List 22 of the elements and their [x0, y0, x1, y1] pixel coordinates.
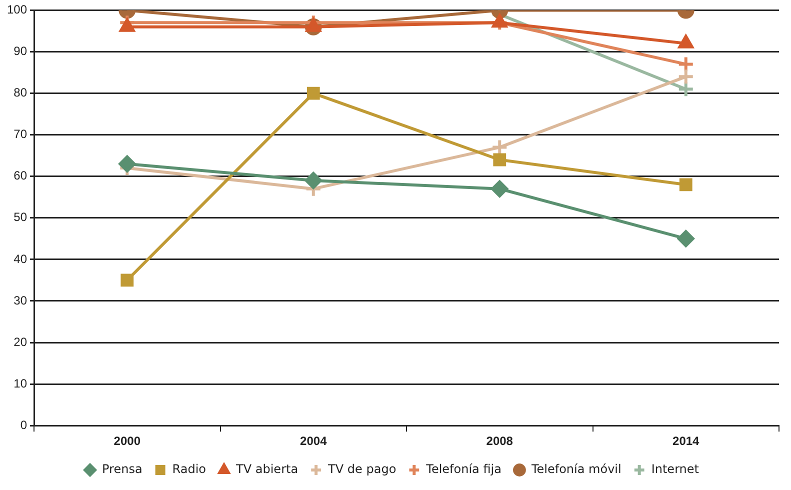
y-tick-label: 0	[20, 418, 28, 432]
x-tick-label: 2000	[114, 434, 141, 448]
legend-label: Telefonía fija	[425, 462, 502, 476]
legend-label: Internet	[651, 462, 700, 476]
x-tick-label: 2008	[486, 434, 514, 448]
y-tick-label: 40	[14, 252, 28, 266]
y-tick-label: 60	[14, 168, 28, 183]
y-tick-label: 30	[14, 293, 28, 308]
y-tick-label: 100	[6, 2, 28, 17]
y-tick-label: 90	[14, 44, 28, 58]
legend-label: TV de pago	[327, 462, 396, 476]
legend-label: TV abierta	[235, 462, 298, 476]
y-tick-label: 80	[14, 86, 28, 100]
y-tick-label: 70	[14, 127, 28, 142]
y-tick-label: 50	[14, 210, 28, 224]
x-tick-label: 2004	[300, 434, 328, 448]
legend-label: Radio	[172, 462, 206, 476]
y-tick-label: 10	[14, 376, 28, 390]
x-tick-label: 2014	[672, 434, 700, 448]
legend-label: Telefonía móvil	[530, 462, 622, 476]
legend-label: Prensa	[102, 462, 142, 476]
y-tick-label: 20	[14, 334, 28, 349]
